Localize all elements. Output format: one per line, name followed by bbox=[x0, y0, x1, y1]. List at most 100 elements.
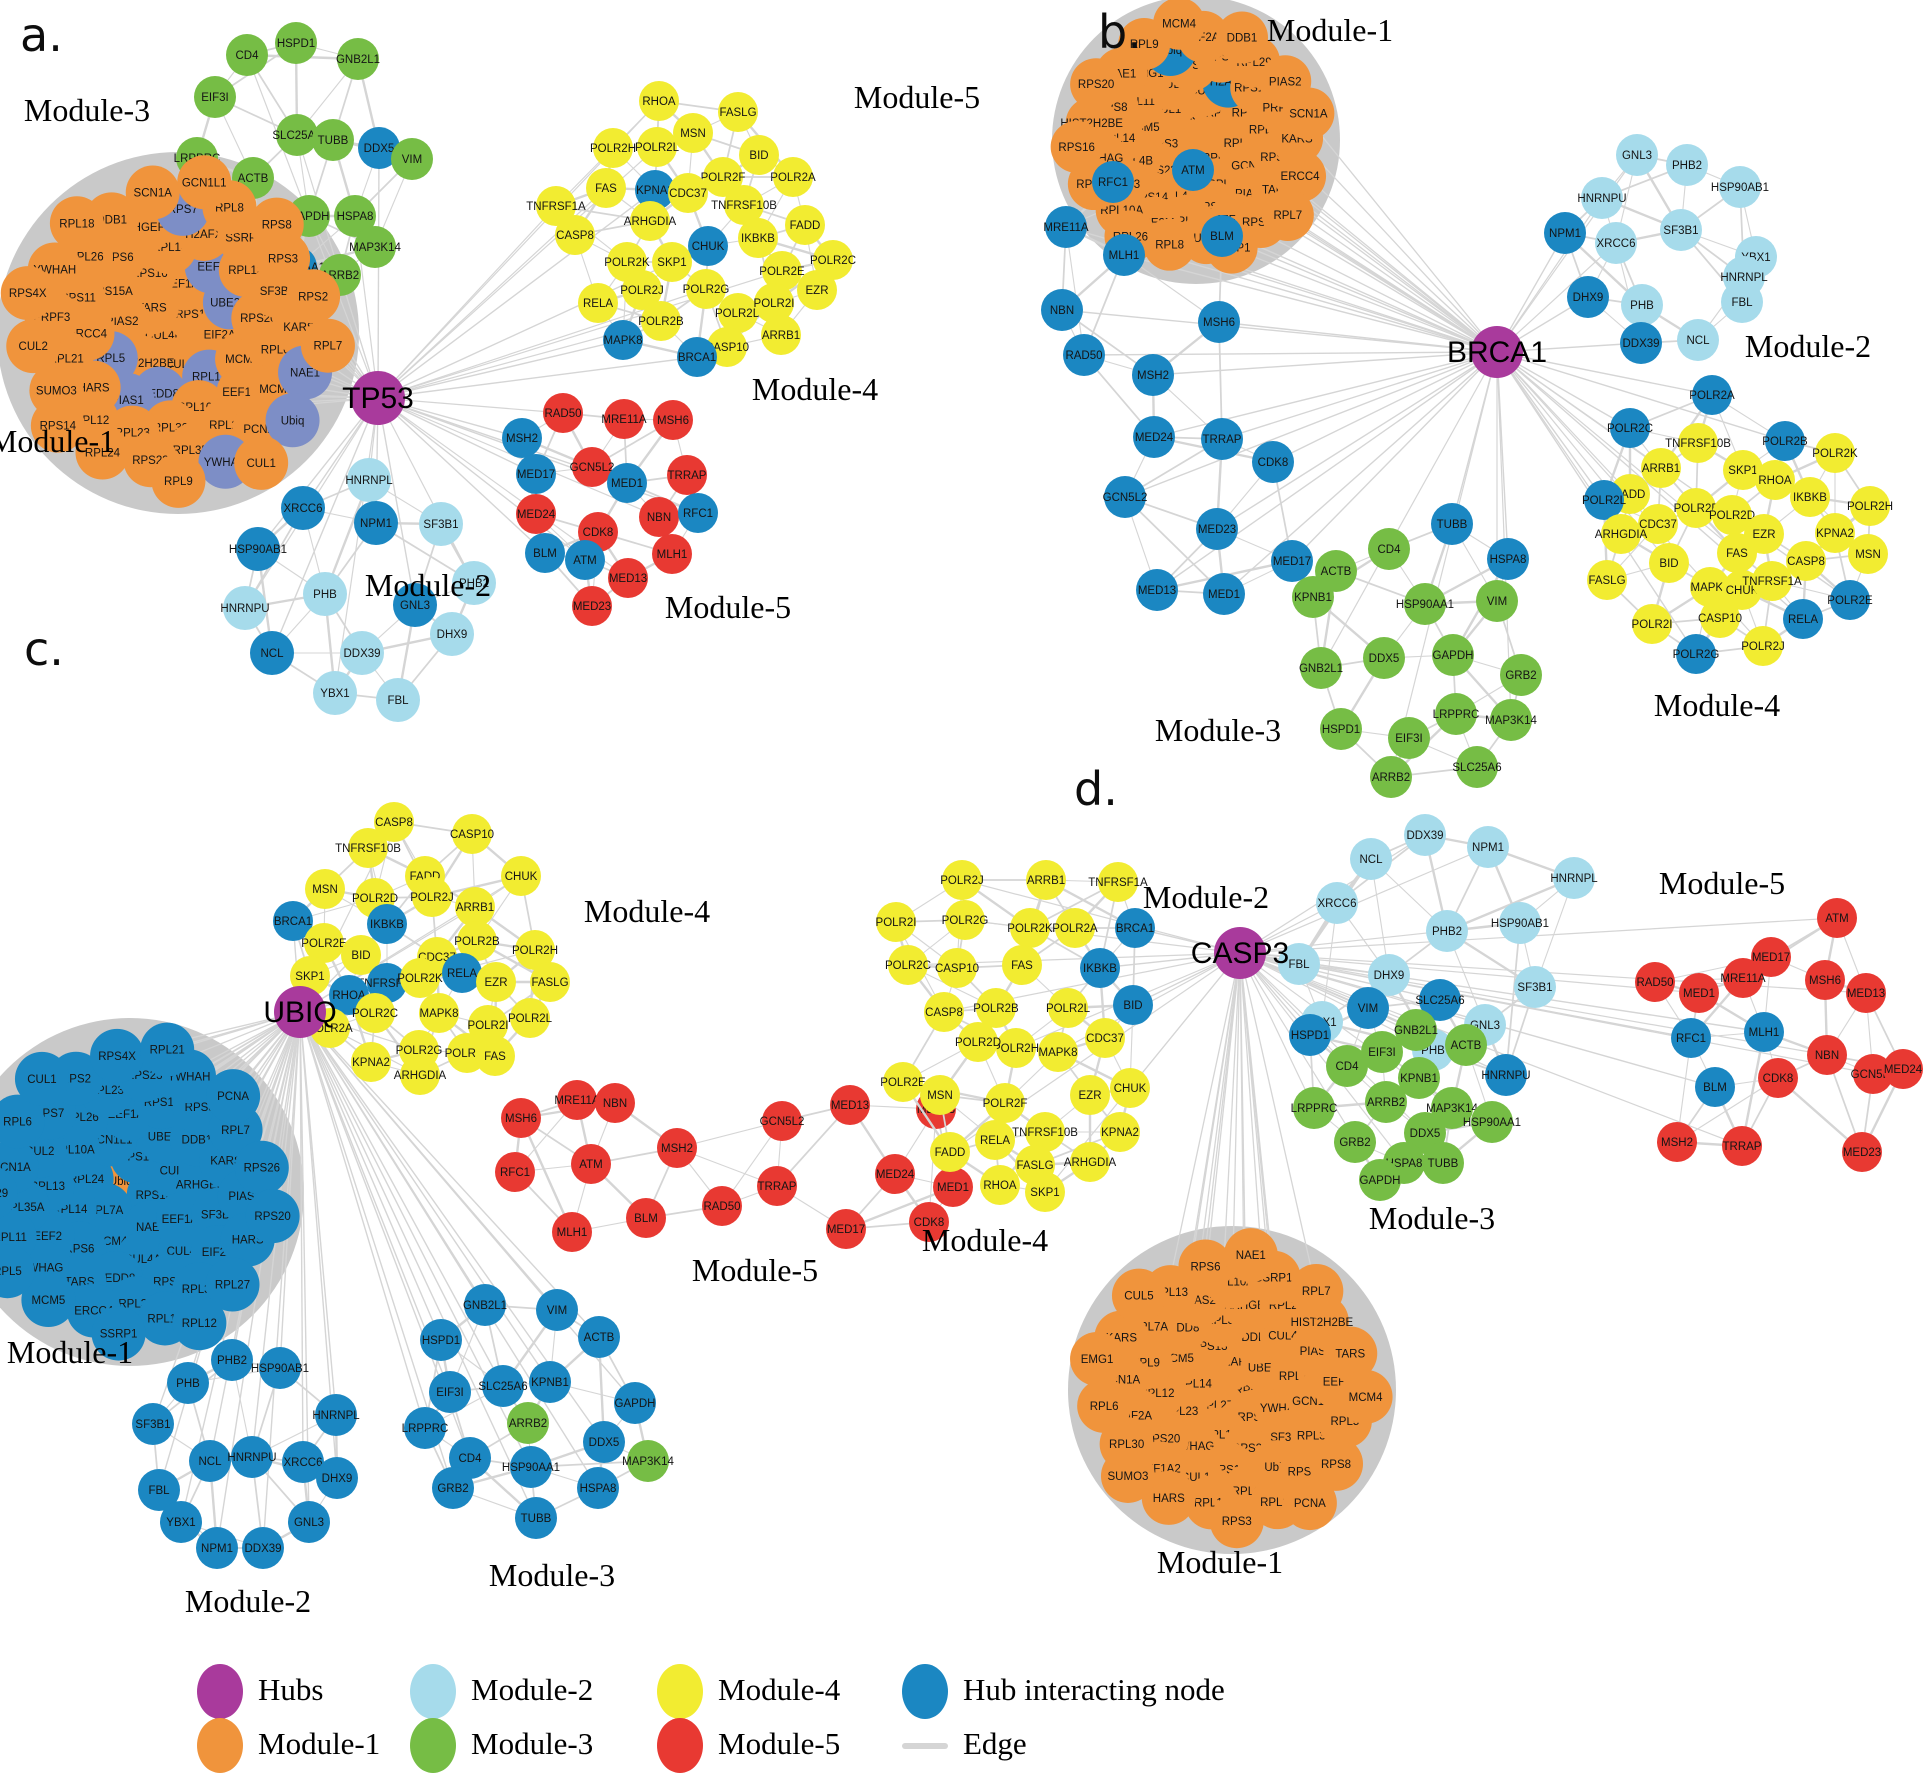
node-MRE11A[interactable]: MRE11A bbox=[1720, 958, 1766, 998]
node-RFC1[interactable]: RFC1 bbox=[678, 493, 718, 533]
node-MED1[interactable]: MED1 bbox=[933, 1167, 973, 1207]
node-RFC1[interactable]: RFC1 bbox=[1092, 161, 1134, 203]
node-RPS20[interactable]: RPS20 bbox=[245, 1189, 300, 1244]
node-FAS[interactable]: FAS bbox=[475, 1036, 515, 1076]
node-EIF3I[interactable]: EIF3I bbox=[429, 1371, 471, 1413]
node-MAPK8[interactable]: MAPK8 bbox=[1690, 567, 1730, 607]
node-PCNA[interactable]: PCNA bbox=[206, 1069, 261, 1124]
node-HSPD1[interactable]: HSPD1 bbox=[1320, 708, 1362, 750]
node-CASP8[interactable]: CASP8 bbox=[1786, 541, 1826, 581]
node-RPS20[interactable]: RPS20 bbox=[1070, 58, 1123, 111]
node-RELA[interactable]: RELA bbox=[578, 283, 618, 323]
node-HNRNPU[interactable]: HNRNPU bbox=[227, 1436, 277, 1478]
node-MED13[interactable]: MED13 bbox=[1136, 569, 1178, 611]
node-MSH6[interactable]: MSH6 bbox=[1805, 960, 1845, 1000]
node-RPL24[interactable]: RPL24 bbox=[75, 425, 130, 480]
node-NPM1[interactable]: NPM1 bbox=[1467, 826, 1509, 868]
node-POLR2E[interactable]: POLR2E bbox=[759, 251, 805, 291]
node-POLR2E[interactable]: POLR2E bbox=[301, 923, 347, 963]
node-POLR2F[interactable]: POLR2F bbox=[701, 157, 746, 197]
node-POLR2A[interactable]: POLR2A bbox=[1052, 908, 1098, 948]
node-POLR2B[interactable]: POLR2B bbox=[638, 301, 684, 341]
node-DDX39[interactable]: DDX39 bbox=[242, 1527, 284, 1569]
node-CD4[interactable]: CD4 bbox=[1368, 528, 1410, 570]
node-HSPD1[interactable]: HSPD1 bbox=[275, 22, 317, 64]
node-POLR2B[interactable]: POLR2B bbox=[973, 988, 1019, 1028]
node-POLR2H[interactable]: POLR2H bbox=[512, 930, 558, 970]
node-ARRB1[interactable]: ARRB1 bbox=[761, 315, 801, 355]
node-ARRB1[interactable]: ARRB1 bbox=[1641, 448, 1681, 488]
node-CD4[interactable]: CD4 bbox=[1326, 1045, 1368, 1087]
node-XRCC6[interactable]: XRCC6 bbox=[1316, 882, 1358, 924]
node-HNRNPL[interactable]: HNRNPL bbox=[312, 1394, 360, 1436]
node-TRRAP[interactable]: TRRAP bbox=[1722, 1126, 1762, 1166]
node-SF3B1[interactable]: SF3B1 bbox=[1514, 966, 1556, 1008]
hub-node-BRCA1[interactable]: BRCA1 bbox=[1447, 326, 1547, 378]
node-CDC37[interactable]: CDC37 bbox=[1638, 504, 1678, 544]
node-PHB[interactable]: PHB bbox=[167, 1362, 209, 1404]
node-ARRB1[interactable]: ARRB1 bbox=[1026, 860, 1066, 900]
node-RPL27[interactable]: RPL27 bbox=[205, 1257, 260, 1312]
node-POLR2F[interactable]: POLR2F bbox=[983, 1083, 1028, 1123]
node-LRPPRC[interactable]: LRPPRC bbox=[402, 1407, 449, 1449]
hub-node-CASP3[interactable]: CASP3 bbox=[1191, 927, 1289, 979]
node-RAD50[interactable]: RAD50 bbox=[543, 393, 583, 433]
node-HSP90AB1[interactable]: HSP90AB1 bbox=[251, 1347, 309, 1389]
node-ARHGDIA[interactable]: ARHGDIA bbox=[624, 201, 677, 241]
hub-node-TP53[interactable]: TP53 bbox=[342, 371, 414, 425]
node-YBX1[interactable]: YBX1 bbox=[313, 671, 357, 715]
node-GNL3[interactable]: GNL3 bbox=[288, 1501, 330, 1543]
node-POLR2K[interactable]: POLR2K bbox=[1007, 908, 1053, 948]
node-GRB2[interactable]: GRB2 bbox=[432, 1467, 474, 1509]
node-PHB2[interactable]: PHB2 bbox=[211, 1339, 253, 1381]
node-POLR2K[interactable]: POLR2K bbox=[1812, 433, 1858, 473]
node-GAPDH[interactable]: GAPDH bbox=[614, 1382, 656, 1424]
node-RPS3[interactable]: RPS3 bbox=[1209, 1494, 1264, 1549]
node-MSH6[interactable]: MSH6 bbox=[501, 1098, 541, 1138]
node-POLR2G[interactable]: POLR2G bbox=[683, 269, 730, 309]
node-PHB[interactable]: PHB bbox=[1621, 284, 1663, 326]
node-RPL5[interactable]: RPL5 bbox=[0, 1244, 35, 1299]
node-RPS2[interactable]: RPS2 bbox=[286, 269, 341, 324]
node-POLR2B[interactable]: POLR2B bbox=[454, 921, 500, 961]
node-MED1[interactable]: MED1 bbox=[607, 463, 647, 503]
node-SF3B1[interactable]: SF3B1 bbox=[419, 502, 463, 546]
node-TNFRSF10B[interactable]: TNFRSF10B bbox=[335, 828, 401, 868]
node-POLR2H[interactable]: POLR2H bbox=[590, 128, 636, 168]
node-DDX39[interactable]: DDX39 bbox=[1404, 814, 1446, 856]
node-Ubiq[interactable]: Ubiq bbox=[265, 393, 320, 448]
node-DDX5[interactable]: DDX5 bbox=[358, 127, 400, 169]
node-CDK8[interactable]: CDK8 bbox=[909, 1202, 949, 1242]
node-RPS26[interactable]: RPS26 bbox=[234, 1140, 289, 1195]
node-RPS4X[interactable]: RPS4X bbox=[90, 1028, 145, 1083]
node-SF3B1[interactable]: SF3B1 bbox=[1660, 209, 1702, 251]
node-CDK8[interactable]: CDK8 bbox=[1252, 441, 1294, 483]
node-SUMO3[interactable]: SUMO3 bbox=[1100, 1448, 1155, 1503]
node-MLH1[interactable]: MLH1 bbox=[552, 1212, 592, 1252]
node-EIF3I[interactable]: EIF3I bbox=[1361, 1031, 1403, 1073]
node-SLC25A6[interactable]: SLC25A6 bbox=[1452, 746, 1502, 788]
node-HSP90AA1[interactable]: HSP90AA1 bbox=[1396, 583, 1454, 625]
node-RPL9[interactable]: RPL9 bbox=[151, 453, 206, 508]
node-MSH2[interactable]: MSH2 bbox=[657, 1128, 697, 1168]
node-RELA[interactable]: RELA bbox=[975, 1120, 1015, 1160]
node-RAD50[interactable]: RAD50 bbox=[1063, 334, 1105, 376]
node-FBL[interactable]: FBL bbox=[1721, 281, 1763, 323]
hub-node-UBIQ[interactable]: UBIQ bbox=[263, 986, 337, 1038]
node-NAE1[interactable]: NAE1 bbox=[1223, 1228, 1278, 1283]
node-DDB1[interactable]: DDB1 bbox=[1215, 11, 1268, 64]
node-MRE11A[interactable]: MRE11A bbox=[601, 399, 647, 439]
node-NPM1[interactable]: NPM1 bbox=[354, 501, 398, 545]
node-ARHGDIA[interactable]: ARHGDIA bbox=[394, 1055, 447, 1095]
node-MRE11A[interactable]: MRE11A bbox=[554, 1080, 600, 1120]
node-MLH1[interactable]: MLH1 bbox=[1103, 234, 1145, 276]
node-SLC25A6[interactable]: SLC25A6 bbox=[1415, 979, 1465, 1021]
node-POLR2F[interactable]: POLR2F bbox=[1674, 488, 1719, 528]
node-RFC1[interactable]: RFC1 bbox=[1671, 1018, 1711, 1058]
node-MED13[interactable]: MED13 bbox=[830, 1085, 870, 1125]
node-CDC37[interactable]: CDC37 bbox=[1085, 1018, 1125, 1058]
node-MCM4[interactable]: MCM4 bbox=[1338, 1369, 1393, 1424]
node-ARRB1[interactable]: ARRB1 bbox=[455, 887, 495, 927]
node-FADD[interactable]: FADD bbox=[785, 205, 825, 245]
node-MSN[interactable]: MSN bbox=[1848, 534, 1888, 574]
